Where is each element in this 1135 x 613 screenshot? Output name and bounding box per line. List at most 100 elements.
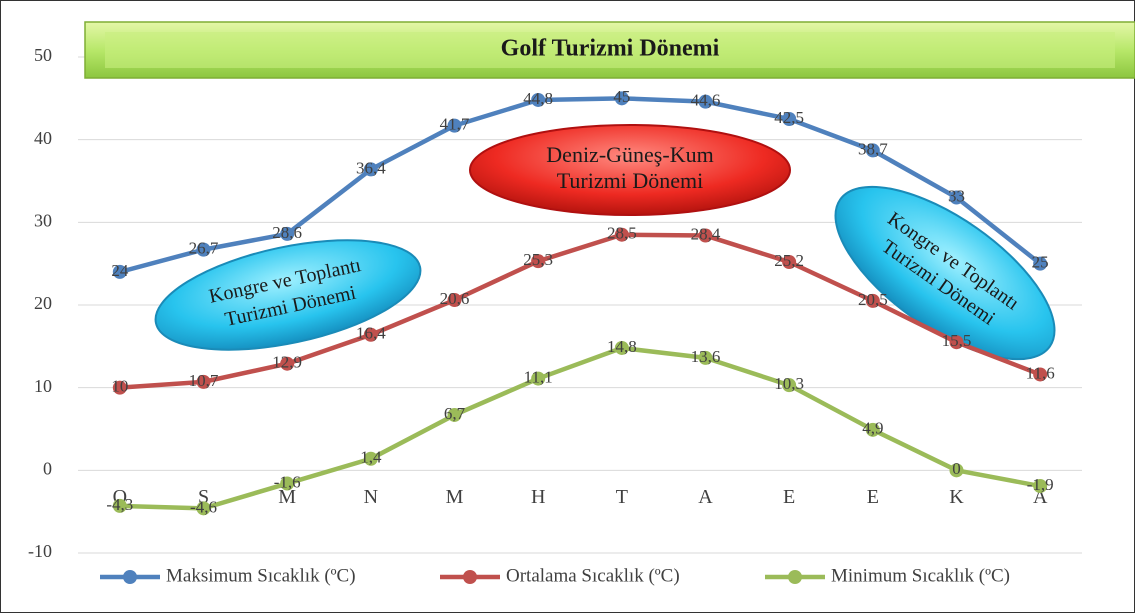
marker — [1033, 256, 1048, 271]
x-tick-label: M — [446, 486, 464, 508]
x-tick-label: E — [867, 486, 879, 508]
series-line — [119, 345, 1041, 511]
data-label: 10 — [111, 377, 128, 396]
x-tick-label: M — [278, 486, 296, 508]
legend-marker — [463, 570, 477, 584]
marker — [112, 264, 127, 279]
data-label: 41,7 — [440, 115, 470, 134]
marker — [447, 293, 462, 308]
data-label: 20,5 — [858, 290, 888, 309]
data-label: 25,3 — [523, 250, 553, 269]
marker — [447, 118, 462, 133]
data-label: 28,6 — [272, 223, 302, 242]
x-tick-label: E — [783, 486, 795, 508]
x-tick-label: S — [198, 486, 209, 508]
marker — [280, 476, 295, 491]
x-tick-label: A — [698, 486, 713, 508]
data-label: 28,4 — [691, 224, 721, 243]
marker — [949, 335, 964, 350]
x-tick-label: K — [949, 486, 964, 508]
y-tick-label: 40 — [34, 128, 52, 148]
x-tick-label: H — [531, 486, 545, 508]
marker — [363, 327, 378, 342]
data-label: 38,7 — [858, 139, 888, 158]
annotation: Golf Turizmi Dönemi — [84, 21, 1135, 79]
data-label: 10,7 — [189, 371, 219, 390]
annotation-text: Turizmi Dönemi — [557, 168, 703, 193]
data-label: 12,9 — [272, 353, 302, 372]
series-line — [119, 232, 1041, 390]
marker — [782, 112, 797, 126]
data-label: 4,9 — [862, 419, 883, 438]
x-tick-label: T — [616, 486, 628, 508]
marker — [614, 340, 629, 355]
legend-label: Ortalama Sıcaklık (ºC) — [506, 565, 680, 586]
y-tick-label: 10 — [34, 376, 52, 396]
series-line — [119, 96, 1042, 275]
data-label: -1,6 — [274, 472, 301, 491]
marker — [112, 498, 127, 513]
data-label: -1,9 — [1027, 475, 1054, 494]
marker — [112, 380, 127, 395]
marker — [865, 293, 880, 308]
y-tick-label: 50 — [34, 45, 52, 65]
marker — [698, 94, 713, 109]
x-tick-label: N — [364, 486, 378, 508]
y-tick-label: 0 — [43, 458, 52, 478]
y-tick-label: -10 — [28, 541, 52, 561]
data-label: 24 — [111, 261, 129, 280]
marker — [614, 91, 629, 106]
annotation-text: Golf Turizmi Dönemi — [501, 36, 720, 62]
marker — [865, 422, 880, 437]
marker — [865, 143, 880, 158]
data-label: 10,3 — [774, 374, 804, 393]
marker — [196, 501, 211, 516]
marker — [1033, 479, 1048, 494]
marker — [782, 255, 797, 270]
data-label: 26,7 — [189, 239, 219, 258]
y-tick-label: 20 — [34, 293, 52, 313]
data-label: 36,4 — [356, 158, 386, 177]
y-tick-label: 30 — [34, 210, 52, 230]
legend-marker — [123, 570, 137, 584]
marker — [1033, 367, 1048, 382]
marker — [698, 350, 713, 365]
data-label: 11,6 — [1026, 363, 1055, 382]
data-label: 1,4 — [360, 448, 382, 467]
marker — [698, 228, 713, 243]
ellipse — [834, 185, 1056, 361]
marker — [196, 374, 211, 389]
data-label: -4,3 — [106, 495, 133, 514]
data-label: 6,7 — [444, 404, 466, 423]
marker — [531, 254, 546, 269]
data-label: 44,6 — [691, 91, 721, 110]
marker — [531, 92, 546, 107]
data-label: 13,6 — [691, 347, 721, 366]
marker — [447, 407, 462, 422]
legend-marker — [788, 570, 802, 584]
data-label: 42,5 — [774, 108, 804, 127]
data-label: 45 — [613, 87, 630, 106]
marker — [280, 226, 295, 241]
data-label: 33 — [948, 186, 965, 205]
data-label: 16,4 — [356, 324, 386, 343]
data-label: -4,6 — [190, 497, 217, 516]
data-label: 14,8 — [607, 337, 637, 356]
data-label: 20,6 — [440, 289, 470, 308]
banner-face — [105, 32, 1115, 68]
marker — [196, 242, 211, 257]
legend-label: Minimum Sıcaklık (ºC) — [831, 565, 1010, 586]
legend-label: Maksimum Sıcaklık (ºC) — [166, 565, 356, 586]
annotation-text: Deniz-Güneş-Kum — [546, 142, 713, 167]
ellipse — [469, 124, 791, 216]
data-label: 28,5 — [607, 224, 637, 243]
data-label: 11,1 — [524, 367, 553, 386]
data-label: 25 — [1032, 253, 1049, 272]
marker — [949, 463, 964, 478]
data-label: 25,2 — [774, 251, 804, 270]
data-label: 0 — [952, 459, 961, 478]
marker — [363, 162, 378, 177]
